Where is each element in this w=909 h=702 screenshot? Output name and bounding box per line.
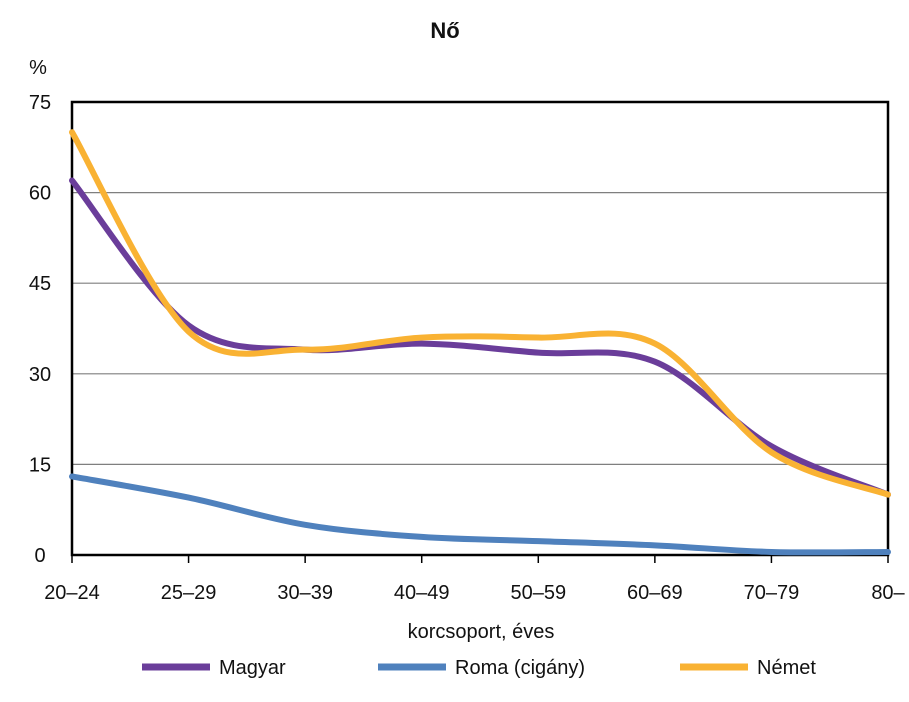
x-tick-label: 20–24 [44, 582, 100, 604]
y-tick-label: 60 [29, 183, 51, 205]
plot-area-border [70, 100, 890, 557]
x-tick-label: 70–79 [744, 582, 800, 604]
series-line-magyar [69, 177, 891, 498]
x-axis-title: korcsoport, éves [408, 621, 555, 643]
legend-label: Magyar [219, 657, 286, 679]
x-tick-label: 40–49 [394, 582, 450, 604]
x-tick-label: 25–29 [161, 582, 217, 604]
x-tick-label: 50–59 [510, 582, 566, 604]
y-axis-unit-label: % [29, 57, 47, 79]
y-tick-label: 15 [29, 454, 51, 476]
x-tick-label: 30–39 [277, 582, 333, 604]
x-tick-label: 80– [871, 582, 905, 604]
y-tick-label: 0 [34, 545, 45, 567]
y-tick-label: 30 [29, 364, 51, 386]
series-line-n-met [69, 129, 891, 498]
series-line-roma-cig-ny [69, 473, 891, 556]
legend: Magyar Roma (cigány) Német [142, 657, 816, 679]
y-tick-label: 75 [29, 92, 51, 114]
chart-title: Nő [430, 18, 459, 43]
y-tick-label: 45 [29, 273, 51, 295]
legend-label: Német [757, 657, 816, 679]
axes: 0 15 30 45 60 75 20–24 25–29 30–39 40–49 50–59 60–6… [29, 92, 906, 604]
x-tick-label: 60–69 [627, 582, 683, 604]
gridlines [72, 192, 888, 465]
series-lines [69, 129, 891, 556]
legend-label: Roma (cigány) [455, 657, 585, 679]
